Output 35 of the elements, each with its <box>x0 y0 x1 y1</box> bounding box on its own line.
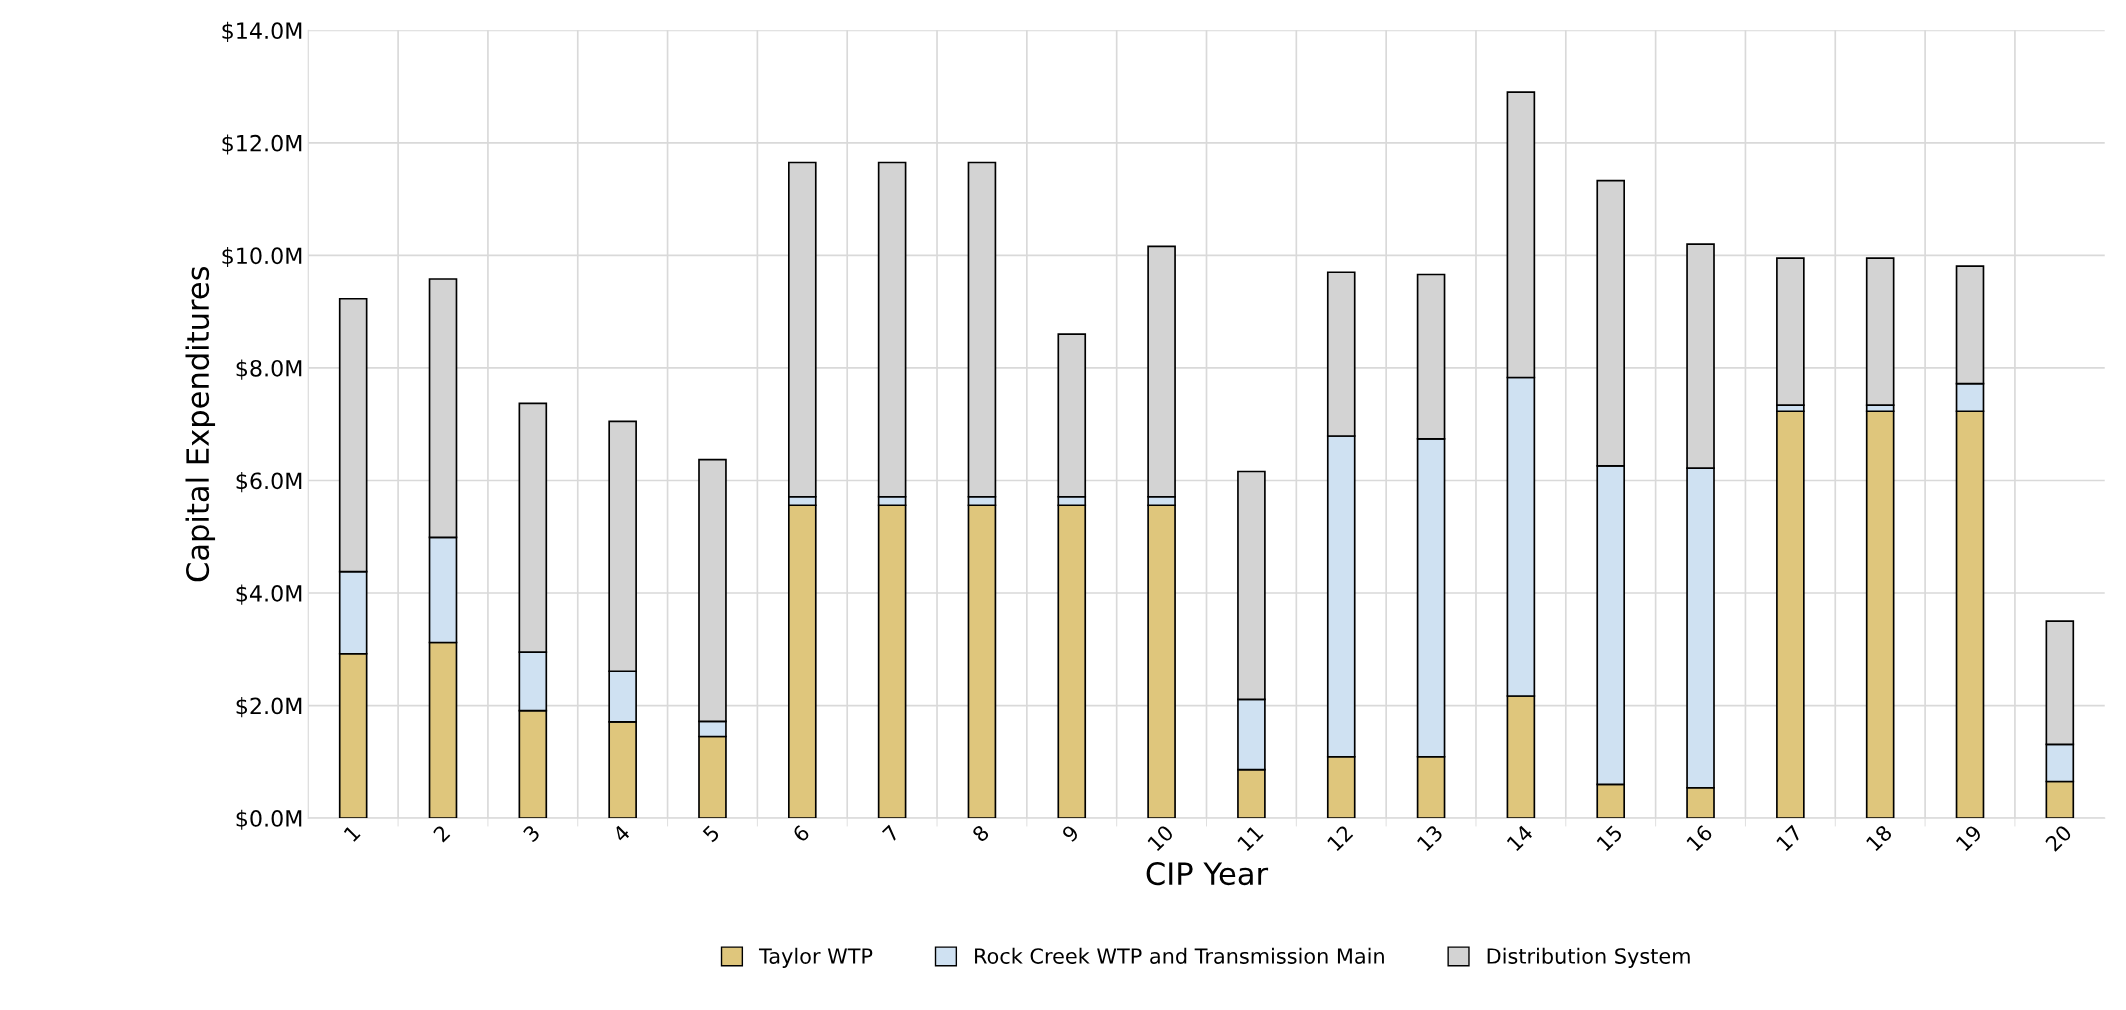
x-tick-label: 3 <box>522 824 541 843</box>
x-tick-label: 18 <box>1865 824 1893 852</box>
x-tick-label: 4 <box>612 824 631 843</box>
x-tick-label: 7 <box>881 824 900 843</box>
bar <box>1865 410 1895 819</box>
x-tick-label: 11 <box>1236 824 1264 852</box>
y-tick-label: $12.0M <box>222 134 302 155</box>
x-tick-label: 6 <box>791 824 811 843</box>
x-tick-label: 9 <box>1061 824 1080 843</box>
x-axis-title: CIP Year <box>1146 862 1269 886</box>
x-tick-label: 2 <box>432 824 451 843</box>
x-tick-label: 1 <box>343 824 361 842</box>
x-tick-label: 15 <box>1596 824 1624 852</box>
legend-label: Rock Creek WTP and Transmission Main <box>975 947 1384 964</box>
x-tick-label: 13 <box>1416 824 1444 852</box>
y-tick-label: $8.0M <box>236 359 302 380</box>
x-tick-label: 20 <box>2044 824 2073 853</box>
x-tick-label: 5 <box>702 824 721 843</box>
y-tick-label: $14.0M <box>222 21 302 43</box>
legend-label: Distribution System <box>1487 947 1690 968</box>
x-tick-label: 12 <box>1326 824 1354 852</box>
x-tick-label: 14 <box>1506 824 1534 852</box>
x-tick-label: 10 <box>1146 824 1175 852</box>
x-tick-label: 19 <box>1955 824 1983 852</box>
y-axis-title: Capital Expenditures <box>185 266 216 582</box>
y-tick-label: $4.0M <box>236 584 302 605</box>
legend-label: Taylor WTP <box>758 947 873 968</box>
x-tick-label: 16 <box>1685 824 1714 852</box>
y-tick-label: $0.0M <box>236 809 302 830</box>
y-tick-label: $2.0M <box>236 697 302 718</box>
x-tick-label: 8 <box>971 824 990 843</box>
y-tick-label: $10.0M <box>222 246 302 268</box>
bar <box>1776 410 1805 819</box>
x-tick-label: 17 <box>1775 824 1803 852</box>
y-tick-label: $6.0M <box>236 472 302 493</box>
